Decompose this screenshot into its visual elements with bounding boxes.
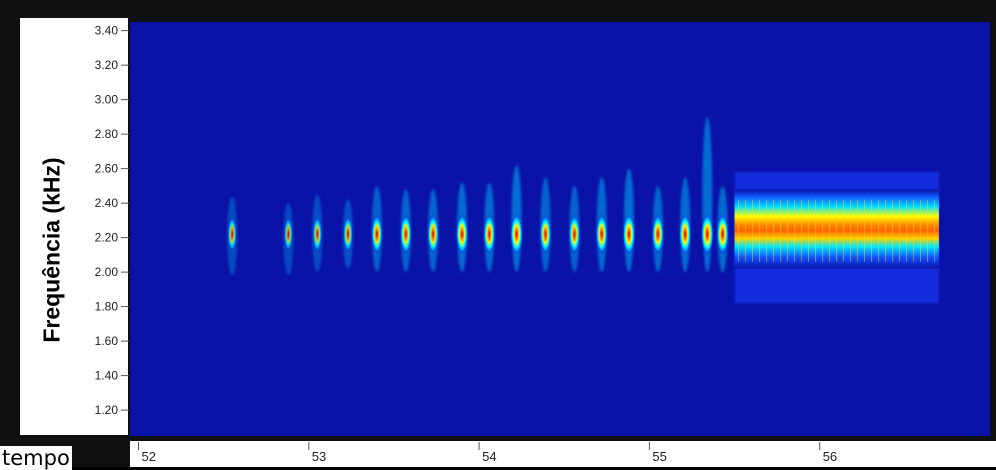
y-tick-label: 3.20 xyxy=(95,58,119,72)
y-tick-label: 2.60 xyxy=(95,162,119,176)
pulse-4 xyxy=(342,199,353,269)
pulse-17 xyxy=(701,116,714,273)
pulse-5 xyxy=(371,185,383,273)
y-tick-label: 3.00 xyxy=(95,93,119,107)
pulse-2 xyxy=(283,203,294,276)
pulse-14 xyxy=(622,168,635,273)
y-tick-label: 1.80 xyxy=(95,300,119,314)
pulse-8 xyxy=(456,182,468,273)
pulse-6 xyxy=(400,189,412,273)
x-tick-label: 56 xyxy=(823,449,837,464)
pulse-3 xyxy=(312,194,323,273)
y-axis-label: Frequência (kHz) xyxy=(38,157,65,343)
x-tick-label: 54 xyxy=(482,449,496,464)
x-axis-panel xyxy=(130,441,996,467)
y-tick-label: 1.20 xyxy=(95,403,119,417)
x-ticks: 52 53 54 55 56 xyxy=(138,442,837,464)
pulses-layer xyxy=(227,116,729,276)
pulse-13 xyxy=(596,177,608,273)
x-axis-label: tempo xyxy=(0,446,72,470)
y-axis-panel xyxy=(20,18,128,435)
x-tick-label: 53 xyxy=(312,449,326,464)
y-tick-label: 2.00 xyxy=(95,265,119,279)
pulse-16 xyxy=(679,177,692,273)
pulse-15 xyxy=(652,185,664,273)
pulse-18 xyxy=(716,185,729,273)
pulse-9 xyxy=(483,182,496,273)
x-tick-label: 55 xyxy=(652,449,666,464)
pulse-11 xyxy=(539,177,552,273)
x-tick-label: 52 xyxy=(142,449,156,464)
pulse-10 xyxy=(510,165,523,273)
y-tick-label: 1.60 xyxy=(95,334,119,348)
continuous-segment xyxy=(734,189,939,269)
continuous-segment-layer xyxy=(734,172,939,304)
y-tick-label: 3.40 xyxy=(95,24,119,38)
y-tick-label: 1.40 xyxy=(95,369,119,383)
pulse-1 xyxy=(227,196,238,276)
pulse-7 xyxy=(427,189,439,273)
y-ticks: 1.20 1.40 1.60 1.80 2.00 2.20 2.40 2.60 2.80 3.00… xyxy=(95,24,129,417)
y-tick-label: 2.80 xyxy=(95,127,119,141)
y-tick-label: 2.40 xyxy=(95,196,119,210)
pulse-12 xyxy=(568,185,581,273)
y-tick-label: 2.20 xyxy=(95,231,119,245)
